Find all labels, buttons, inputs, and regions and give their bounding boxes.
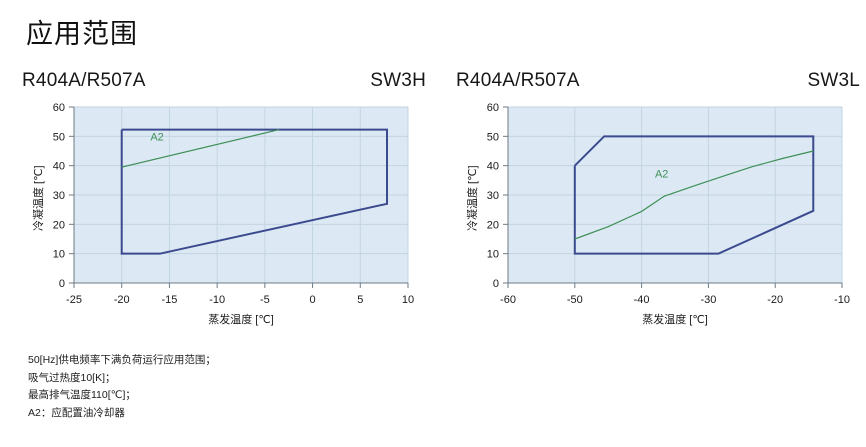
y-axis-tick-label: 50: [53, 131, 65, 143]
y-axis-tick-label: 40: [487, 161, 499, 173]
y-axis-tick-label: 40: [53, 161, 65, 173]
x-axis-tick-label: -20: [767, 294, 783, 306]
plot-area-sw3l: A2 0 10 20 30 40 50 60 -60 -50 -40 -30 -20 -10 冷凝温度 […: [456, 100, 866, 340]
chart-header: R404A/R507A SW3H: [22, 70, 434, 96]
page-title: 应用范围: [26, 19, 138, 49]
a2-curve: [121, 129, 280, 168]
x-axis-tick-label: -60: [500, 294, 516, 306]
a2-annotation-label: A2: [655, 168, 668, 180]
operating-envelope: [573, 135, 815, 255]
chart-refrigerant-label: R404A/R507A: [456, 70, 580, 91]
x-axis-tick-label: -15: [161, 294, 177, 306]
footnotes: 50[Hz]供电频率下满负荷运行应用范围； 吸气过热度10[K]； 最高排气温度…: [28, 352, 216, 422]
chart-svg-sw3h: A2 0 10 20 30 40 50 60 -25 -20 -15 -10 -5 0 5 10: [53, 102, 414, 306]
y-axis-tick-label: 60: [487, 102, 499, 114]
a2-curve: [574, 150, 814, 240]
y-axis-tick-label: 0: [493, 278, 499, 290]
x-axis-tick-label: -50: [567, 294, 583, 306]
x-axis-tick-label: -5: [260, 294, 270, 306]
plot-area-sw3h: A2 0 10 20 30 40 50 60 -25 -20 -15 -10 -5 0 5 10 冷凝温度 […: [22, 100, 434, 340]
y-axis-tick-label: 50: [487, 131, 499, 143]
y-axis-tick-label: 30: [487, 190, 499, 202]
footnote-line: 最高排气温度110[℃]；: [28, 389, 136, 401]
x-axis-tick-label: -40: [634, 294, 650, 306]
operating-envelope: [120, 128, 389, 255]
x-axis-title: 蒸发温度 [℃]: [208, 314, 274, 326]
footnote-line: A2：应配置油冷却器: [28, 406, 125, 419]
x-axis-tick-label: -25: [66, 294, 82, 306]
chart-refrigerant-label: R404A/R507A: [22, 70, 146, 91]
chart-header: R404A/R507A SW3L: [456, 70, 866, 96]
chart-panel-sw3l: R404A/R507A SW3L A2 0 10 20 30 40 50 60 -60 -50 -4…: [456, 70, 866, 340]
x-axis-tick-label: 10: [402, 294, 414, 306]
x-axis-tick-label: 5: [357, 294, 363, 306]
x-axis-tick-label: -10: [834, 294, 850, 306]
a2-annotation-label: A2: [150, 132, 163, 144]
y-axis-tick-label: 60: [53, 102, 65, 114]
x-axis-title: 蒸发温度 [℃]: [642, 314, 708, 326]
y-axis-tick-label: 10: [487, 249, 499, 261]
x-axis-tick-label: -20: [114, 294, 130, 306]
x-axis-tick-label: 0: [310, 294, 316, 306]
chart-panel-sw3h: R404A/R507A SW3H A2 0 10 20 30 40 50 60 -25 -20 -1…: [22, 70, 434, 340]
chart-svg-sw3l: A2 0 10 20 30 40 50 60 -60 -50 -40 -30 -20 -10: [487, 102, 850, 306]
y-axis-title: 冷凝温度 [℃]: [33, 165, 45, 231]
y-axis-tick-label: 20: [487, 219, 499, 231]
footnote-line: 吸气过热度10[K]；: [28, 371, 116, 384]
x-axis-tick-label: -30: [700, 294, 716, 306]
y-axis-title: 冷凝温度 [℃]: [467, 165, 479, 231]
y-axis-tick-label: 20: [53, 219, 65, 231]
chart-model-label: SW3H: [370, 70, 426, 91]
y-axis-tick-label: 0: [59, 278, 65, 290]
y-axis-tick-label: 10: [53, 249, 65, 261]
y-axis-tick-label: 30: [53, 190, 65, 202]
x-axis-tick-label: -10: [209, 294, 225, 306]
chart-model-label: SW3L: [807, 70, 860, 91]
footnote-line: 50[Hz]供电频率下满负荷运行应用范围；: [28, 354, 216, 366]
